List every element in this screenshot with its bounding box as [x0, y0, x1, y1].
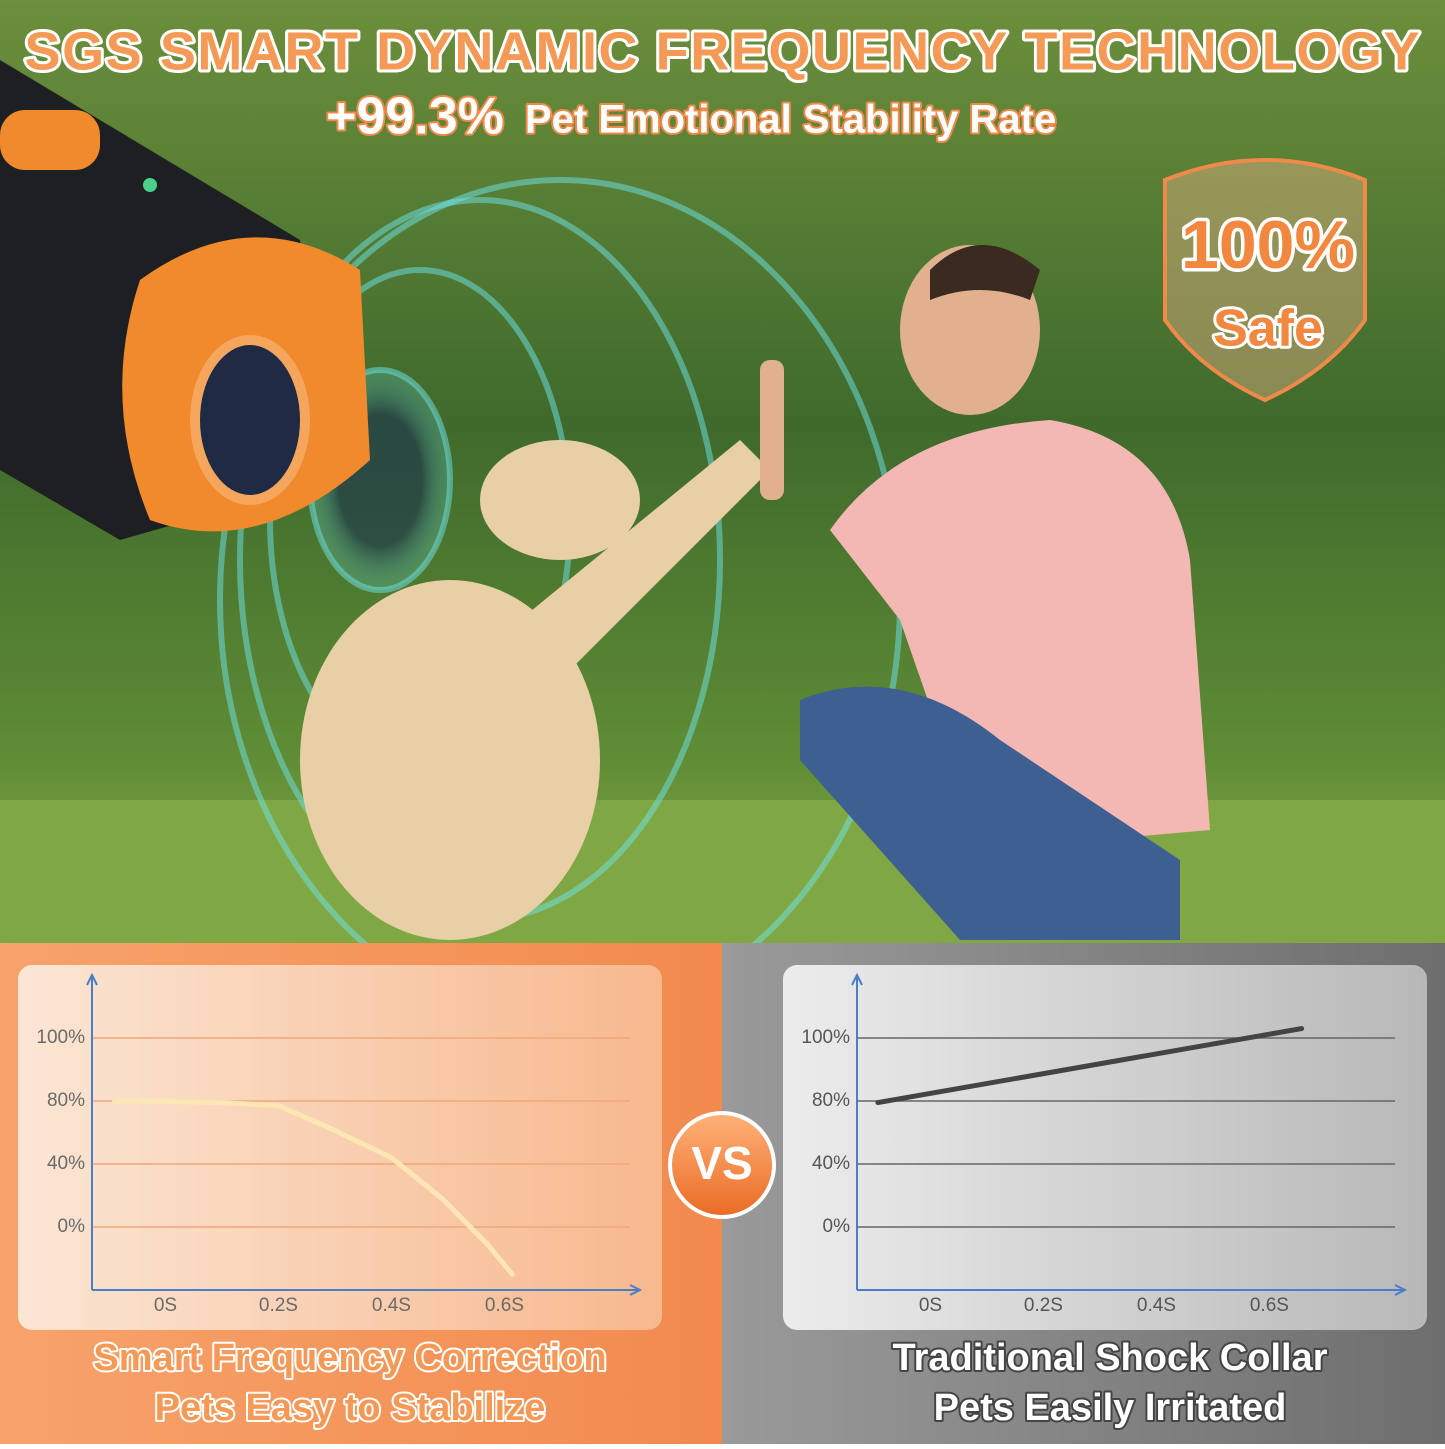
y-tick-label: 100% [801, 1027, 850, 1048]
y-tick-label: 100% [36, 1027, 85, 1048]
header-subtitle: Pet Emotional Stability Rate [525, 98, 1056, 142]
left-chart-card [18, 965, 662, 1330]
badge-value: 100% [1181, 207, 1355, 283]
device [0, 60, 370, 540]
x-tick-label: 0S [919, 1295, 942, 1316]
x-axis [92, 1284, 643, 1296]
grass [0, 800, 1445, 945]
right-chart-card [783, 965, 1427, 1330]
y-tick-label: 40% [812, 1153, 850, 1174]
dog [300, 440, 770, 940]
x-tick-label: 0.4S [372, 1295, 411, 1316]
header-highlight: +99.3% [326, 88, 504, 146]
x-tick-label: 0S [154, 1295, 177, 1316]
y-tick-label: 40% [47, 1153, 85, 1174]
x-tick-label: 0.2S [1024, 1295, 1063, 1316]
x-axis [857, 1284, 1408, 1296]
header-title: SGS SMART DYNAMIC FREQUENCY TECHNOLOGY [25, 21, 1420, 81]
caption-title: Smart Frequency Correction [93, 1337, 606, 1379]
y-tick-label: 80% [812, 1090, 850, 1111]
safe-badge: 100% Safe [1163, 158, 1367, 403]
man [760, 245, 1210, 940]
y-tick-label: 80% [47, 1090, 85, 1111]
x-tick-label: 0.6S [485, 1295, 524, 1316]
x-tick-label: 0.6S [1250, 1295, 1289, 1316]
caption-title: Traditional Shock Collar [893, 1337, 1328, 1379]
y-axis [851, 972, 863, 1290]
x-tick-label: 0.4S [1137, 1295, 1176, 1316]
y-tick-label: 0% [823, 1216, 851, 1237]
data-line [112, 1098, 515, 1277]
badge-label: Safe [1213, 300, 1323, 358]
y-axis [86, 972, 98, 1290]
vs-badge [668, 1111, 776, 1219]
data-line [875, 1026, 1305, 1106]
y-tick-label: 0% [58, 1216, 86, 1237]
x-tick-label: 0.2S [259, 1295, 298, 1316]
caption-subtitle: Pets Easily Irritated [934, 1387, 1287, 1429]
vs-label: VS [691, 1137, 752, 1189]
caption-subtitle: Pets Easy to Stabilize [155, 1387, 546, 1429]
